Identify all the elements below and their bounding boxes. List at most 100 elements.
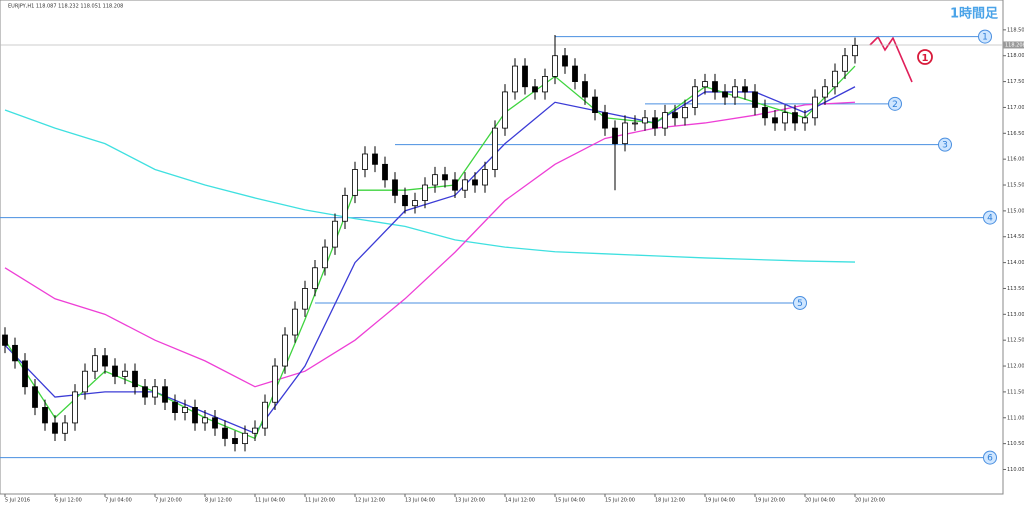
candle-body	[392, 179, 398, 196]
candle-body	[222, 427, 228, 439]
y-tick-label: 112.000	[1007, 364, 1024, 370]
candle-body	[492, 127, 498, 170]
candle-body	[272, 365, 278, 403]
candle-body	[122, 370, 128, 377]
y-tick-label: 118.500	[1007, 27, 1024, 33]
candle-body	[802, 117, 808, 124]
y-tick-label: 114.000	[1007, 260, 1024, 266]
candle-body	[522, 65, 528, 88]
y-tick-label: 114.500	[1007, 234, 1024, 240]
candle-body	[842, 55, 848, 72]
candle-body	[302, 288, 308, 310]
candle-body	[262, 401, 268, 429]
candle-body	[412, 200, 418, 207]
level-label: 3	[942, 141, 948, 151]
candle-body	[692, 86, 698, 108]
y-tick-label: 113.500	[1007, 286, 1024, 292]
candle-body	[572, 65, 578, 82]
candle-body	[532, 86, 538, 93]
candle-body	[672, 112, 678, 119]
candle-body	[402, 194, 408, 207]
candle-body	[32, 386, 38, 408]
candle-body	[162, 386, 168, 403]
candle-body	[472, 179, 478, 186]
y-tick-label: 111.000	[1007, 415, 1024, 421]
x-tick-label: 13 Jul 20:00	[455, 498, 485, 504]
candle-body	[642, 117, 648, 124]
candle-body	[462, 179, 468, 191]
candle-body	[662, 112, 668, 129]
level-circle	[983, 210, 997, 225]
candle-body	[132, 370, 138, 388]
level-label: 4	[987, 214, 993, 224]
x-tick-label: 8 Jul 12:00	[205, 498, 232, 504]
x-tick-label: 15 Jul 20:00	[605, 498, 635, 504]
candle-body	[622, 122, 628, 145]
candle-body	[312, 267, 318, 289]
candle-body	[432, 174, 438, 186]
scenario-circle	[917, 49, 933, 65]
x-tick-label: 7 Jul 20:00	[155, 498, 182, 504]
candle-body	[102, 355, 108, 367]
candle-body	[632, 122, 638, 125]
x-tick-label: 5 Jul 2016	[5, 498, 30, 504]
level-circle	[983, 450, 997, 465]
candle-body	[582, 81, 588, 98]
y-tick-label: 111.500	[1007, 389, 1024, 395]
candle-body	[292, 308, 298, 336]
candle-body	[552, 55, 558, 77]
level-circle	[978, 29, 992, 44]
level-circle	[938, 137, 952, 152]
candle-body	[112, 365, 118, 377]
candle-body	[482, 169, 488, 186]
y-tick-label: 110.000	[1007, 467, 1024, 473]
candle-body	[542, 76, 548, 93]
candle-body	[502, 91, 508, 129]
y-tick-label: 118.000	[1007, 53, 1024, 59]
level-circle	[888, 96, 902, 111]
x-tick-label: 13 Jul 04:00	[405, 498, 435, 504]
candle-body	[792, 112, 798, 124]
candle-body	[382, 163, 388, 181]
candle-body	[172, 401, 178, 413]
bid-box	[1003, 41, 1024, 49]
x-tick-label: 12 Jul 12:00	[355, 498, 385, 504]
candle-body	[12, 344, 18, 362]
candle-body	[782, 112, 788, 124]
candle-body	[182, 407, 188, 413]
candle-body	[772, 117, 778, 124]
candle-body	[732, 86, 738, 98]
candle-body	[352, 169, 358, 196]
level-label: 2	[892, 100, 898, 110]
candle-body	[322, 246, 328, 269]
candle-body	[852, 44, 858, 57]
y-tick-label: 115.000	[1007, 208, 1024, 214]
y-tick-label: 116.500	[1007, 131, 1024, 137]
candle-body	[242, 432, 248, 445]
candle-body	[72, 391, 78, 424]
candle-body	[282, 334, 288, 367]
candle-body	[332, 220, 338, 248]
candle-body	[722, 91, 728, 98]
candle-body	[372, 153, 378, 165]
candle-body	[822, 86, 828, 98]
candle-body	[712, 81, 718, 93]
x-tick-label: 7 Jul 04:00	[105, 498, 132, 504]
candle-body	[762, 107, 768, 119]
x-tick-label: 19 Jul 04:00	[705, 498, 735, 504]
candle-body	[702, 81, 708, 88]
bid-label: 118.208	[1005, 42, 1024, 48]
level-circle	[793, 295, 807, 310]
candle-body	[22, 360, 28, 388]
scenario-label: 1	[922, 53, 929, 64]
moving-average	[4, 109, 856, 263]
candle-body	[752, 91, 758, 108]
candle-body	[62, 422, 68, 434]
candle-body	[142, 386, 148, 398]
chart-header: EURJPY,H1 118.087 118.232 118.051 118.20…	[8, 4, 123, 10]
candle-body	[512, 65, 518, 93]
chart-title: 1時間足	[950, 6, 999, 22]
x-tick-label: 14 Jul 12:00	[505, 498, 535, 504]
scenario-arrow	[869, 35, 913, 83]
